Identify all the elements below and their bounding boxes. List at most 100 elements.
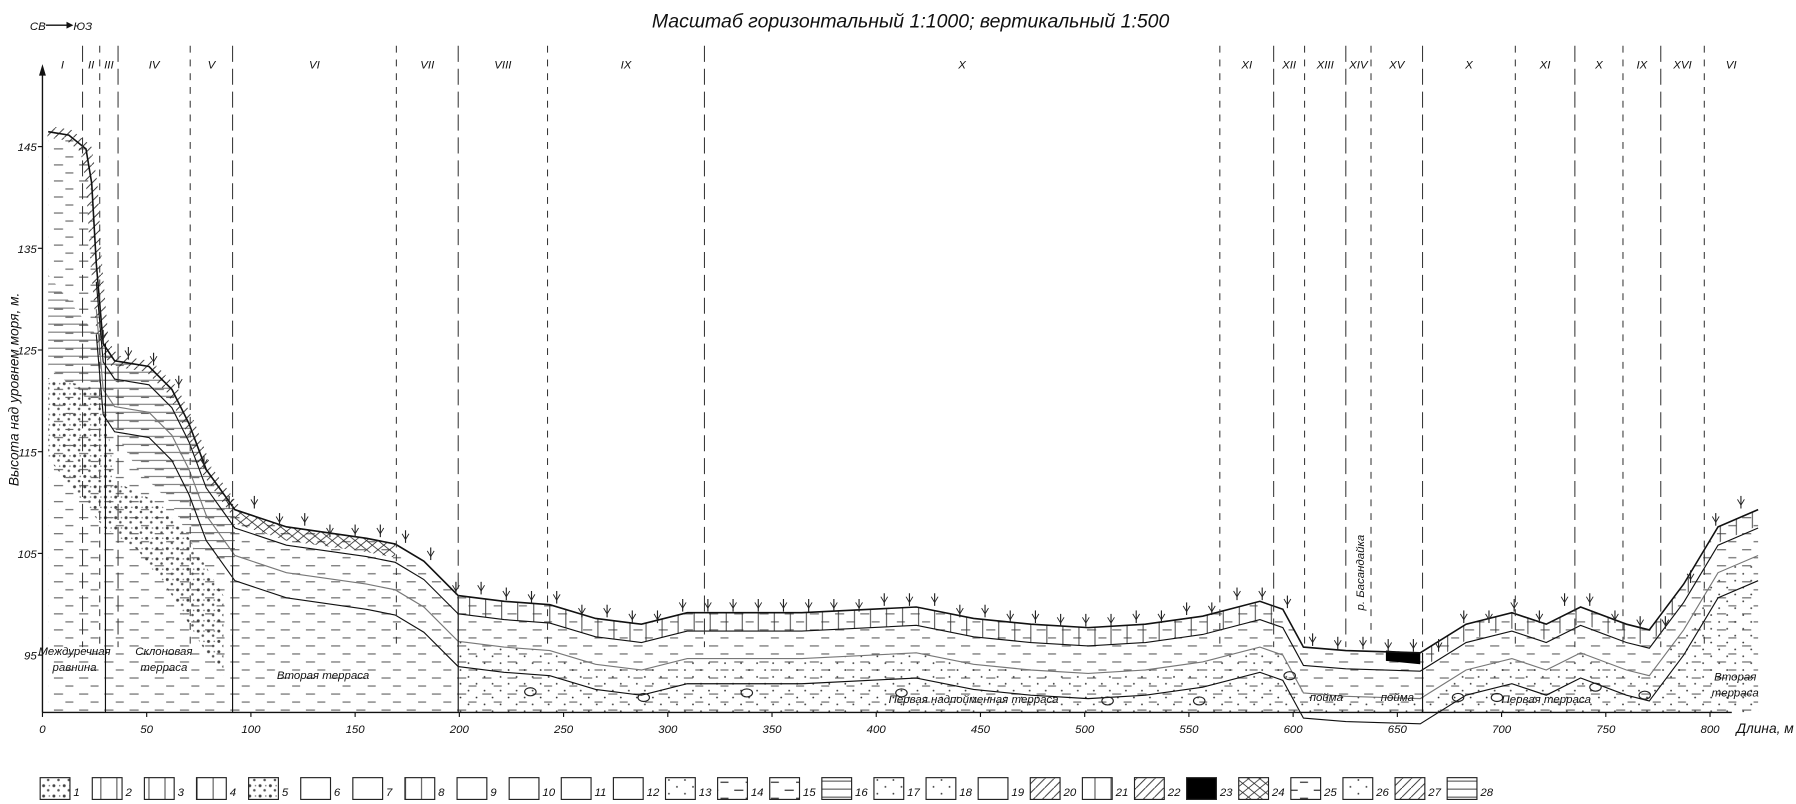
landform-label: Первая надпойменная терраса: [889, 694, 1059, 706]
landform-label: Междуречная: [38, 646, 110, 658]
legend-number: 11: [594, 787, 606, 799]
x-tick-label: 350: [762, 724, 782, 736]
zone-label: I: [61, 60, 65, 72]
zone-label: X: [1594, 60, 1603, 72]
x-tick-label: 700: [1492, 724, 1512, 736]
zone-label: XIII: [1316, 60, 1335, 72]
ground-layers: [48, 132, 1758, 724]
legend-swatch: [718, 778, 748, 800]
legend-number: 20: [1062, 787, 1076, 799]
legend-swatch: [822, 778, 852, 800]
zone-label: III: [104, 60, 114, 72]
zone-label: VII: [420, 60, 435, 72]
landform-label: терраса: [140, 662, 187, 674]
legend-swatch: [1343, 778, 1373, 800]
x-tick-label: 550: [1179, 724, 1199, 736]
zone-label: XVI: [1672, 60, 1692, 72]
legend-number: 4: [230, 787, 236, 799]
zone-label: X: [957, 60, 966, 72]
x-tick-label: 450: [971, 724, 991, 736]
zone-label: V: [208, 60, 217, 72]
zone-label: XI: [1539, 60, 1552, 72]
legend-swatch: [144, 778, 174, 800]
landform-label: пойма: [1310, 692, 1343, 704]
direction-from: СВ: [30, 21, 46, 33]
legend-swatch: [666, 778, 696, 800]
legend-swatch: [40, 778, 70, 800]
legend-swatch: [197, 778, 227, 800]
title: Масштаб горизонтальный 1:1000; вертикаль…: [652, 10, 1170, 32]
legend-swatch: [874, 778, 904, 800]
x-tick-label: 300: [658, 724, 678, 736]
direction-to: ЮЗ: [73, 21, 92, 33]
legend-swatch: [770, 778, 800, 800]
landform-label: Вторая терраса: [277, 670, 369, 682]
legend-number: 25: [1323, 787, 1337, 799]
legend-swatch: [1135, 778, 1165, 800]
profile-diagram: Масштаб горизонтальный 1:1000; вертикаль…: [0, 0, 1796, 804]
zone-label: IX: [1636, 60, 1647, 72]
legend-number: 8: [438, 787, 445, 799]
legend-number: 5: [282, 787, 289, 799]
legend-number: 17: [907, 787, 920, 799]
x-tick-label: 650: [1388, 724, 1408, 736]
landform-label: пойма: [1381, 692, 1414, 704]
zone-label: XV: [1388, 60, 1406, 72]
zone-label: XII: [1281, 60, 1297, 72]
zone-label: VI: [309, 60, 321, 72]
legend-number: 9: [490, 787, 497, 799]
landform-label: р. Басандайка: [1355, 535, 1367, 612]
landform-label: Склоновая: [135, 646, 192, 658]
landform-label: равнина: [52, 662, 97, 674]
legend-number: 13: [699, 787, 712, 799]
legend-swatch: [249, 778, 279, 800]
zone-label: XIV: [1348, 60, 1369, 72]
y-tick-label: 135: [18, 244, 38, 256]
x-tick-label: 150: [346, 724, 366, 736]
legend-number: 16: [855, 787, 868, 799]
legend-swatch: [1239, 778, 1269, 800]
landform-label: Вторая: [1714, 671, 1756, 683]
landform-label: Первая терраса: [1502, 694, 1591, 706]
zone-label: VI: [1726, 60, 1738, 72]
legend-swatch: [978, 778, 1008, 800]
legend-number: 15: [803, 787, 816, 799]
legend-swatch: [926, 778, 956, 800]
zone-label: XI: [1240, 60, 1253, 72]
legend-number: 22: [1167, 787, 1181, 799]
legend-swatch: [405, 778, 435, 800]
x-tick-label: 250: [553, 724, 574, 736]
y-axis-arrow: [39, 64, 46, 75]
legend-swatch: [353, 778, 383, 800]
y-tick-label: 105: [18, 549, 38, 561]
x-tick-label: 400: [867, 724, 887, 736]
x-tick-label: 750: [1596, 724, 1616, 736]
legend-number: 12: [647, 787, 660, 799]
legend-swatch: [1395, 778, 1425, 800]
x-axis-label: Длина, м: [1734, 721, 1794, 736]
y-tick-label: 145: [18, 142, 38, 154]
legend-number: 24: [1271, 787, 1285, 799]
legend-number: 21: [1115, 787, 1129, 799]
legend-number: 2: [124, 787, 132, 799]
landform-label: терраса: [1712, 687, 1759, 699]
legend-number: 26: [1375, 787, 1389, 799]
legend-swatch: [301, 778, 331, 800]
legend-swatch: [457, 778, 487, 800]
legend-number: 6: [334, 787, 341, 799]
legend-number: 23: [1219, 787, 1233, 799]
legend-swatch: [1187, 778, 1217, 800]
x-tick-label: 0: [39, 724, 46, 736]
x-tick-label: 600: [1284, 724, 1304, 736]
zone-label: IV: [149, 60, 161, 72]
legend-swatch: [1030, 778, 1060, 800]
x-tick-label: 500: [1075, 724, 1095, 736]
legend-number: 18: [959, 787, 972, 799]
legend-swatch: [92, 778, 122, 800]
legend-number: 3: [178, 787, 185, 799]
zone-label: IX: [621, 60, 632, 72]
legend-number: 19: [1011, 787, 1024, 799]
y-tick-label: 125: [18, 346, 38, 358]
legend-swatch: [1447, 778, 1477, 800]
y-tick-label: 95: [24, 651, 37, 663]
